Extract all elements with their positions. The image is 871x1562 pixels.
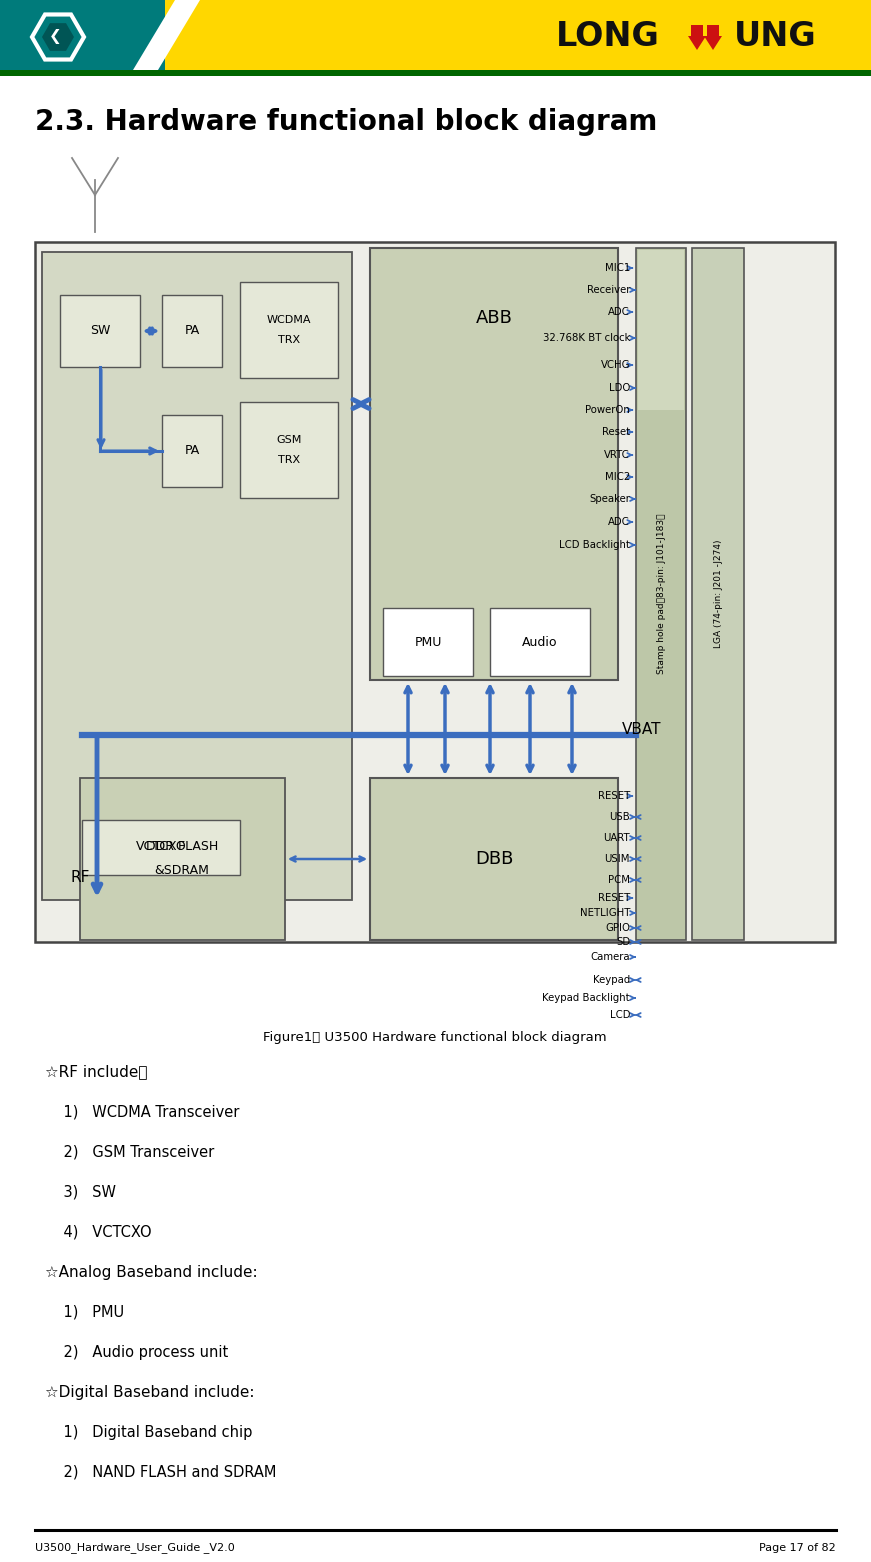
Text: LCD: LCD [610,1011,630,1020]
Text: RF: RF [70,870,90,886]
Bar [240,283,338,378]
Text: Speaker: Speaker [589,494,630,505]
Text: 3)   SW: 3) SW [45,1184,116,1200]
Bar [0,0,871,75]
Text: ☆Analog Baseband include:: ☆Analog Baseband include: [45,1265,258,1279]
Bar [0,70,871,77]
FancyArrow shape [688,25,706,50]
Text: 2.3. Hardware functional block diagram: 2.3. Hardware functional block diagram [35,108,658,136]
FancyArrow shape [704,25,722,50]
Bar [370,778,618,940]
Text: ☆Digital Baseband include:: ☆Digital Baseband include: [45,1384,254,1400]
Polygon shape [130,0,200,75]
Text: VRTC: VRTC [604,450,630,459]
Text: Page 17 of 82: Page 17 of 82 [760,1543,836,1553]
Text: 32.768K BT clock: 32.768K BT clock [543,333,630,344]
Text: &SDRAM: &SDRAM [154,864,209,878]
Text: 1)   WCDMA Transceiver: 1) WCDMA Transceiver [45,1104,240,1120]
Bar [82,820,240,875]
Text: Camera: Camera [591,951,630,962]
Text: ADC: ADC [608,517,630,526]
Bar [490,608,590,676]
Text: ☆RF include：: ☆RF include： [45,1064,147,1079]
Text: Audio: Audio [523,636,557,648]
Bar [383,608,473,676]
Text: ABB: ABB [476,309,512,326]
Text: RESET: RESET [598,893,630,903]
Text: USIM: USIM [604,854,630,864]
Text: UART: UART [604,833,630,843]
Text: TRX: TRX [278,455,300,465]
Text: UNG: UNG [733,20,816,53]
Bar [370,248,618,679]
Text: 2)   NAND FLASH and SDRAM: 2) NAND FLASH and SDRAM [45,1465,276,1479]
Bar [638,250,684,409]
Text: LONG: LONG [556,20,660,53]
Bar [35,242,835,942]
Text: TRX: TRX [278,334,300,345]
Text: DBB: DBB [475,850,513,868]
Text: SW: SW [90,325,111,337]
Bar [80,778,285,940]
Text: Reset: Reset [602,426,630,437]
Text: MIC1: MIC1 [604,262,630,273]
Bar [636,248,686,940]
Text: LCD Backlight: LCD Backlight [559,540,630,550]
Text: 4)   VCTCXO: 4) VCTCXO [45,1225,152,1240]
Text: USB: USB [609,812,630,822]
Text: VBAT: VBAT [622,723,661,737]
Text: PA: PA [185,325,199,337]
Text: 2)   Audio process unit: 2) Audio process unit [45,1345,228,1359]
Text: GPIO: GPIO [605,923,630,933]
Bar [162,295,222,367]
Text: 1)   PMU: 1) PMU [45,1304,125,1320]
Text: Stamp hole pad（83-pin: J101-J183）: Stamp hole pad（83-pin: J101-J183） [657,514,665,675]
Text: 2)   GSM Transceiver: 2) GSM Transceiver [45,1145,214,1159]
Text: Keypad: Keypad [593,975,630,986]
Text: GSM: GSM [276,434,301,445]
Bar [162,415,222,487]
Text: Receiver: Receiver [587,284,630,295]
Text: 1)   Digital Baseband chip: 1) Digital Baseband chip [45,1425,253,1440]
Bar [240,401,338,498]
Text: MIC2: MIC2 [604,472,630,483]
Text: RESET: RESET [598,790,630,801]
Text: VCTCXO: VCTCXO [136,840,186,853]
Text: ❮: ❮ [49,30,61,44]
Text: PowerOn: PowerOn [585,405,630,415]
Text: PA: PA [185,445,199,458]
Text: SD: SD [616,937,630,947]
Text: U3500_Hardware_User_Guide _V2.0: U3500_Hardware_User_Guide _V2.0 [35,1543,235,1554]
Text: WCDMA: WCDMA [267,316,311,325]
Bar [42,251,352,900]
Text: ADC: ADC [608,308,630,317]
Text: Keypad Backlight: Keypad Backlight [543,993,630,1003]
Text: PCM: PCM [608,875,630,886]
Text: PMU: PMU [415,636,442,648]
Text: LDO: LDO [609,383,630,394]
Bar [0,0,165,75]
Bar [692,248,744,940]
Text: DDR FLASH: DDR FLASH [145,840,218,853]
Text: Figure1： U3500 Hardware functional block diagram: Figure1： U3500 Hardware functional block… [263,1031,607,1045]
Text: LGA (74-pin: J201 -J274): LGA (74-pin: J201 -J274) [713,540,723,648]
Text: VCHG: VCHG [600,359,630,370]
Bar [60,295,140,367]
Text: NETLIGHT: NETLIGHT [579,908,630,918]
